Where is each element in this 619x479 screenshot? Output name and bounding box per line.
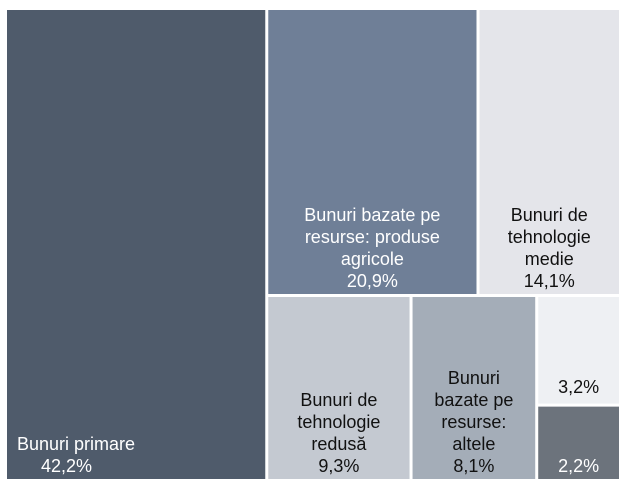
- category-name: Bunuri de tehnologie redusă: [297, 389, 381, 454]
- tile-label: Bunuri primare 42,2%: [7, 10, 265, 479]
- tile-label: Bunuri bazate pe resurse: altele 8,1%: [413, 297, 536, 479]
- category-name: Bunuri de tehnologie medie: [507, 204, 591, 269]
- tile: [7, 10, 266, 479]
- category-name: Bunuri bazate pe resurse: produse agrico…: [304, 204, 441, 269]
- tile: [538, 406, 619, 479]
- tile-label: 3,2%: [538, 297, 619, 404]
- tile: [538, 296, 619, 404]
- tile-label: Bunuri bazate pe resurse: produse agrico…: [268, 10, 476, 294]
- tile: [268, 10, 477, 294]
- category-name: Bunuri primare: [17, 434, 136, 454]
- tile-label: Bunuri de tehnologie redusă 9,3%: [268, 297, 409, 479]
- value-label: 2,2%: [558, 455, 600, 476]
- tile: [412, 296, 536, 479]
- category-name: Bunuri bazate pe resurse: altele: [434, 367, 514, 454]
- tile-label: Bunuri de tehnologie medie 14,1%: [479, 10, 619, 294]
- tile: [479, 10, 619, 294]
- value-label: 3,2%: [558, 376, 600, 397]
- value-label: 42,2%: [41, 456, 93, 476]
- value-label: 14,1%: [523, 270, 575, 291]
- value-label: 9,3%: [318, 455, 360, 476]
- value-label: 8,1%: [453, 455, 495, 476]
- tile-label: 2,2%: [538, 407, 619, 479]
- value-label: 20,9%: [346, 270, 398, 291]
- tile: [268, 296, 410, 479]
